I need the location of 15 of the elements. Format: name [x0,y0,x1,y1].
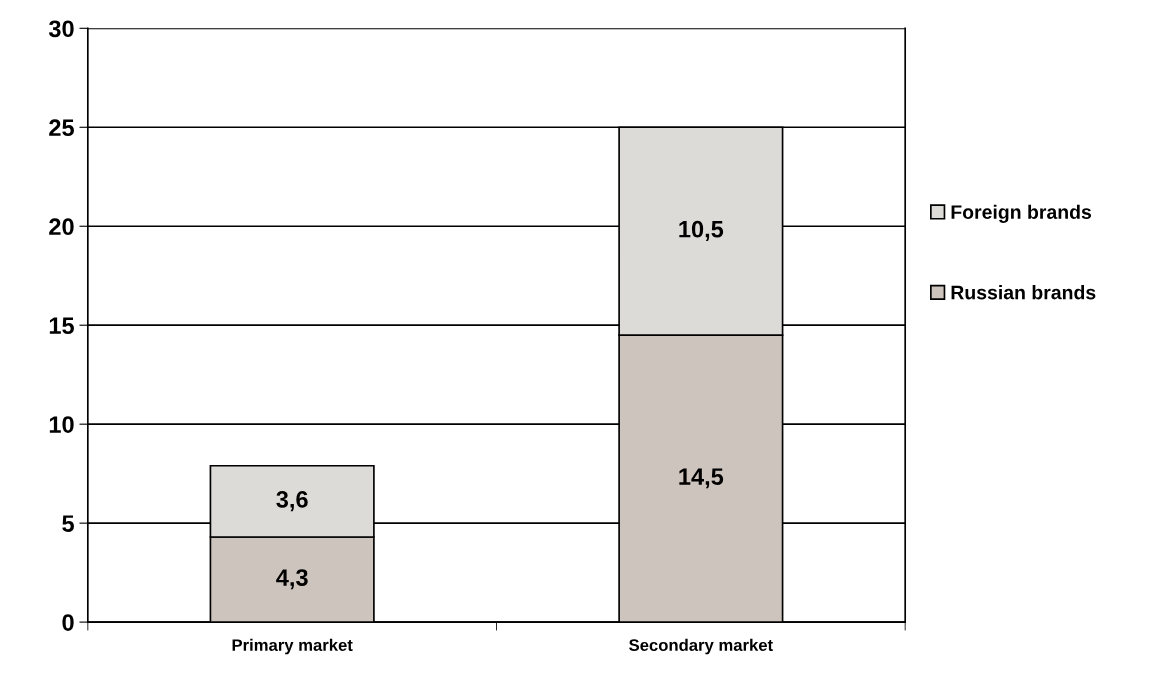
y-tick-label: 5 [62,515,74,532]
y-tick-label: 20 [49,218,74,236]
y-tick-label: 10 [49,416,74,433]
legend-label: Russian brands [951,285,1096,300]
y-tick-label: 30 [48,20,74,38]
data-label: 10,5 [679,220,724,241]
data-label: 4,3 [276,569,308,590]
y-tick-label: 15 [49,317,74,334]
x-tick-label: Primary market [232,638,353,655]
y-tick-label: 0 [62,614,74,631]
legend-label: Foreign brands [951,204,1092,223]
x-tick-label: Secondary market [629,638,773,655]
y-tick-label: 25 [49,119,74,137]
data-label: 3,6 [276,490,308,512]
data-label: 14,5 [679,468,724,489]
